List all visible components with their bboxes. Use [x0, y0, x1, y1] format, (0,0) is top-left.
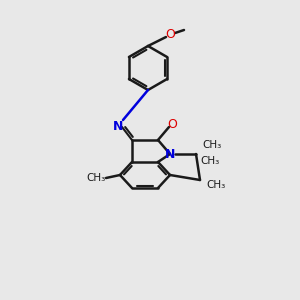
- Text: N: N: [165, 148, 175, 160]
- Text: O: O: [165, 28, 175, 40]
- Text: CH₃: CH₃: [202, 140, 222, 150]
- Text: CH₃: CH₃: [86, 173, 106, 183]
- Text: CH₃: CH₃: [200, 156, 220, 166]
- Text: CH₃: CH₃: [206, 180, 226, 190]
- Text: N: N: [113, 119, 123, 133]
- Text: O: O: [167, 118, 177, 130]
